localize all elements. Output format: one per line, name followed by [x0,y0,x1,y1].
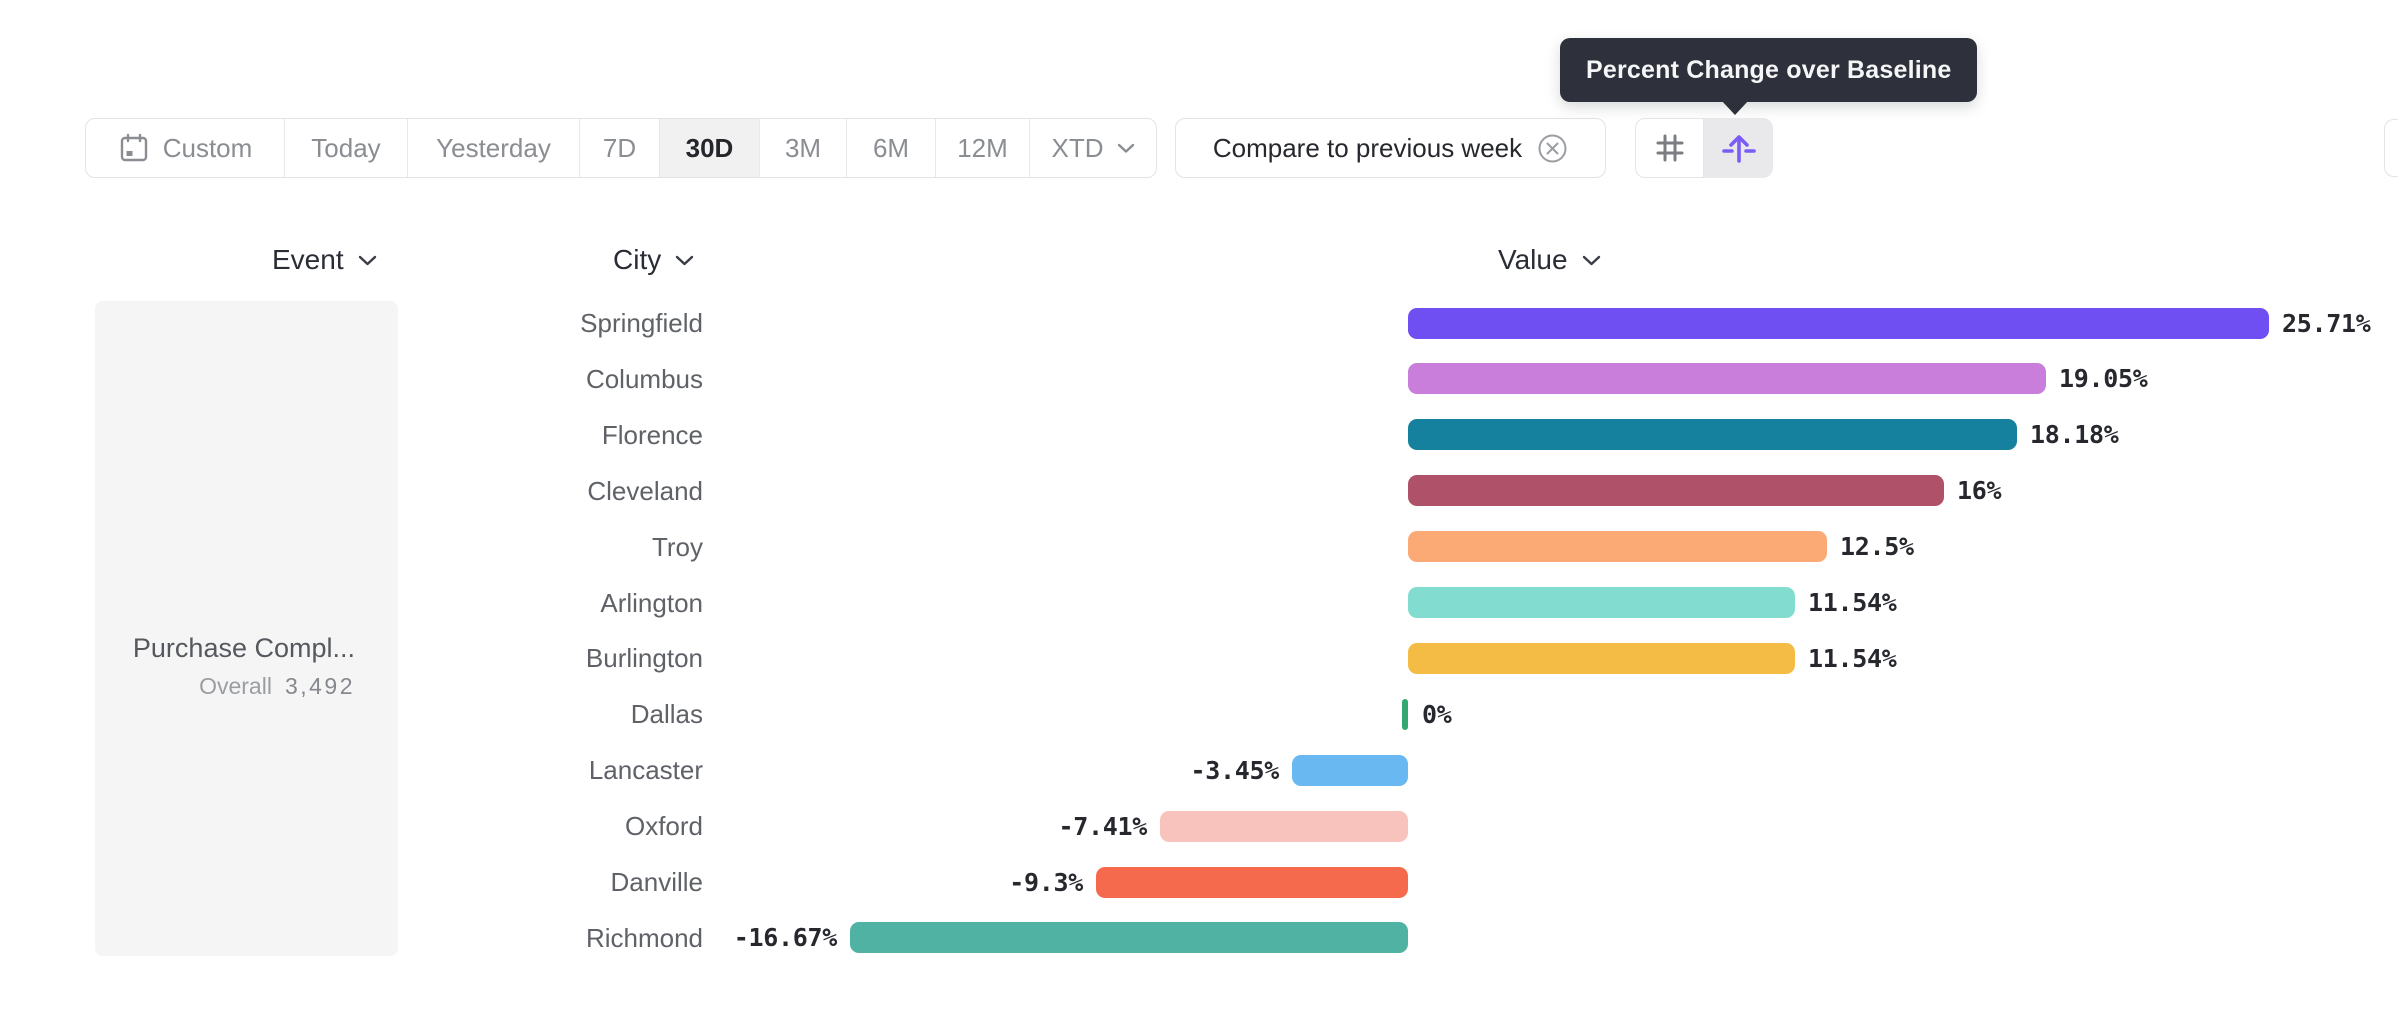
date-range-label: 6M [872,132,910,163]
date-range-picker: Custom Today Yesterday 7D 30D 3M 6M 12M … [85,118,1157,178]
city-label: Lancaster [588,755,703,786]
overall-label: Overall [199,673,272,699]
date-range-label: 12M [957,132,1008,163]
bar[interactable] [1408,307,2269,339]
chevron-down-icon [358,254,377,267]
date-range-today[interactable]: Today [284,119,407,177]
column-header-label: Event [272,244,344,275]
date-range-label: 30D [685,132,734,163]
bar[interactable] [1408,363,2046,395]
overall-value: 3,492 [284,673,355,699]
bar[interactable] [1408,475,1944,507]
chevron-down-icon [1117,142,1135,154]
compare-chip-label: Compare to previous week [1212,132,1523,163]
tooltip: Percent Change over Baseline [1560,38,1978,102]
bar[interactable] [1160,810,1408,842]
city-label: Dallas [630,699,703,730]
value-label: -16.67% [733,923,838,953]
date-range-label: Custom [162,132,253,163]
toolbar-overflow-button[interactable] [2384,119,2398,177]
value-label: 25.71% [2282,308,2371,338]
date-range-3m[interactable]: 3M [759,119,846,177]
column-header-label: City [613,244,662,275]
percent-change-arrow-icon [1720,129,1758,167]
value-label: 19.05% [2059,364,2148,394]
date-range-7d[interactable]: 7D [579,119,659,177]
value-label: 16% [1957,476,2002,506]
chevron-down-icon [1582,254,1601,267]
city-label: Florence [601,419,703,450]
bar[interactable] [1408,587,1795,618]
date-range-label: XTD [1051,132,1104,163]
bar[interactable] [1096,866,1408,898]
bar[interactable] [1408,531,1827,563]
bar[interactable] [1408,642,1795,674]
compare-chip[interactable]: Compare to previous week [1175,118,1606,178]
city-label: Burlington [585,643,703,674]
event-overall-row: Overall 3,492 [133,673,355,700]
column-header-city[interactable]: City [613,244,694,276]
bar[interactable] [850,922,1408,954]
tooltip-text: Percent Change over Baseline [1586,55,1952,84]
hash-icon [1652,130,1688,166]
percent-change-mode-button[interactable] [1704,118,1773,178]
bar[interactable] [1292,754,1408,786]
event-card-content: Purchase Compl... Overall 3,492 [133,633,355,700]
remove-compare-icon[interactable] [1537,133,1568,164]
date-range-xtd[interactable]: XTD [1029,119,1156,177]
event-name: Purchase Compl... [132,633,355,663]
event-card[interactable]: Purchase Compl... Overall 3,492 [95,301,398,956]
value-label: -9.3% [1009,867,1083,897]
value-label: 11.54% [1808,588,1897,617]
city-label: Troy [651,531,703,562]
column-header-event[interactable]: Event [272,244,377,276]
date-range-30d[interactable]: 30D [659,119,759,177]
date-range-12m[interactable]: 12M [935,119,1029,177]
value-label: 0% [1422,699,1452,729]
city-label: Arlington [600,587,703,618]
chevron-down-icon [675,254,694,267]
bar[interactable] [1408,419,2017,451]
value-label: 12.5% [1840,532,1914,562]
tooltip-arrow [1721,100,1749,115]
date-range-6m[interactable]: 6M [846,119,935,177]
city-label: Cleveland [587,475,703,506]
date-range-label: 7D [602,132,637,163]
value-label: -3.45% [1190,755,1279,785]
city-label: Springfield [580,308,703,338]
value-mode-toggle [1635,118,1773,178]
city-label: Columbus [585,363,703,394]
date-range-custom[interactable]: Custom [86,119,284,177]
date-range-yesterday[interactable]: Yesterday [407,119,579,177]
value-label: 11.54% [1808,643,1897,673]
zero-tick-bar[interactable] [1402,698,1408,730]
column-header-value[interactable]: Value [1498,244,1601,276]
city-label: Richmond [585,922,703,953]
numbers-mode-button[interactable] [1635,118,1704,178]
value-label: -7.41% [1058,811,1147,841]
column-header-label: Value [1498,244,1568,275]
date-range-label: Today [311,132,381,163]
date-range-label: Yesterday [436,132,551,163]
city-label: Danville [610,867,704,897]
city-label: Oxford [624,811,703,842]
calendar-icon [118,132,150,164]
value-label: 18.18% [2030,420,2119,450]
date-range-label: 3M [784,132,822,163]
